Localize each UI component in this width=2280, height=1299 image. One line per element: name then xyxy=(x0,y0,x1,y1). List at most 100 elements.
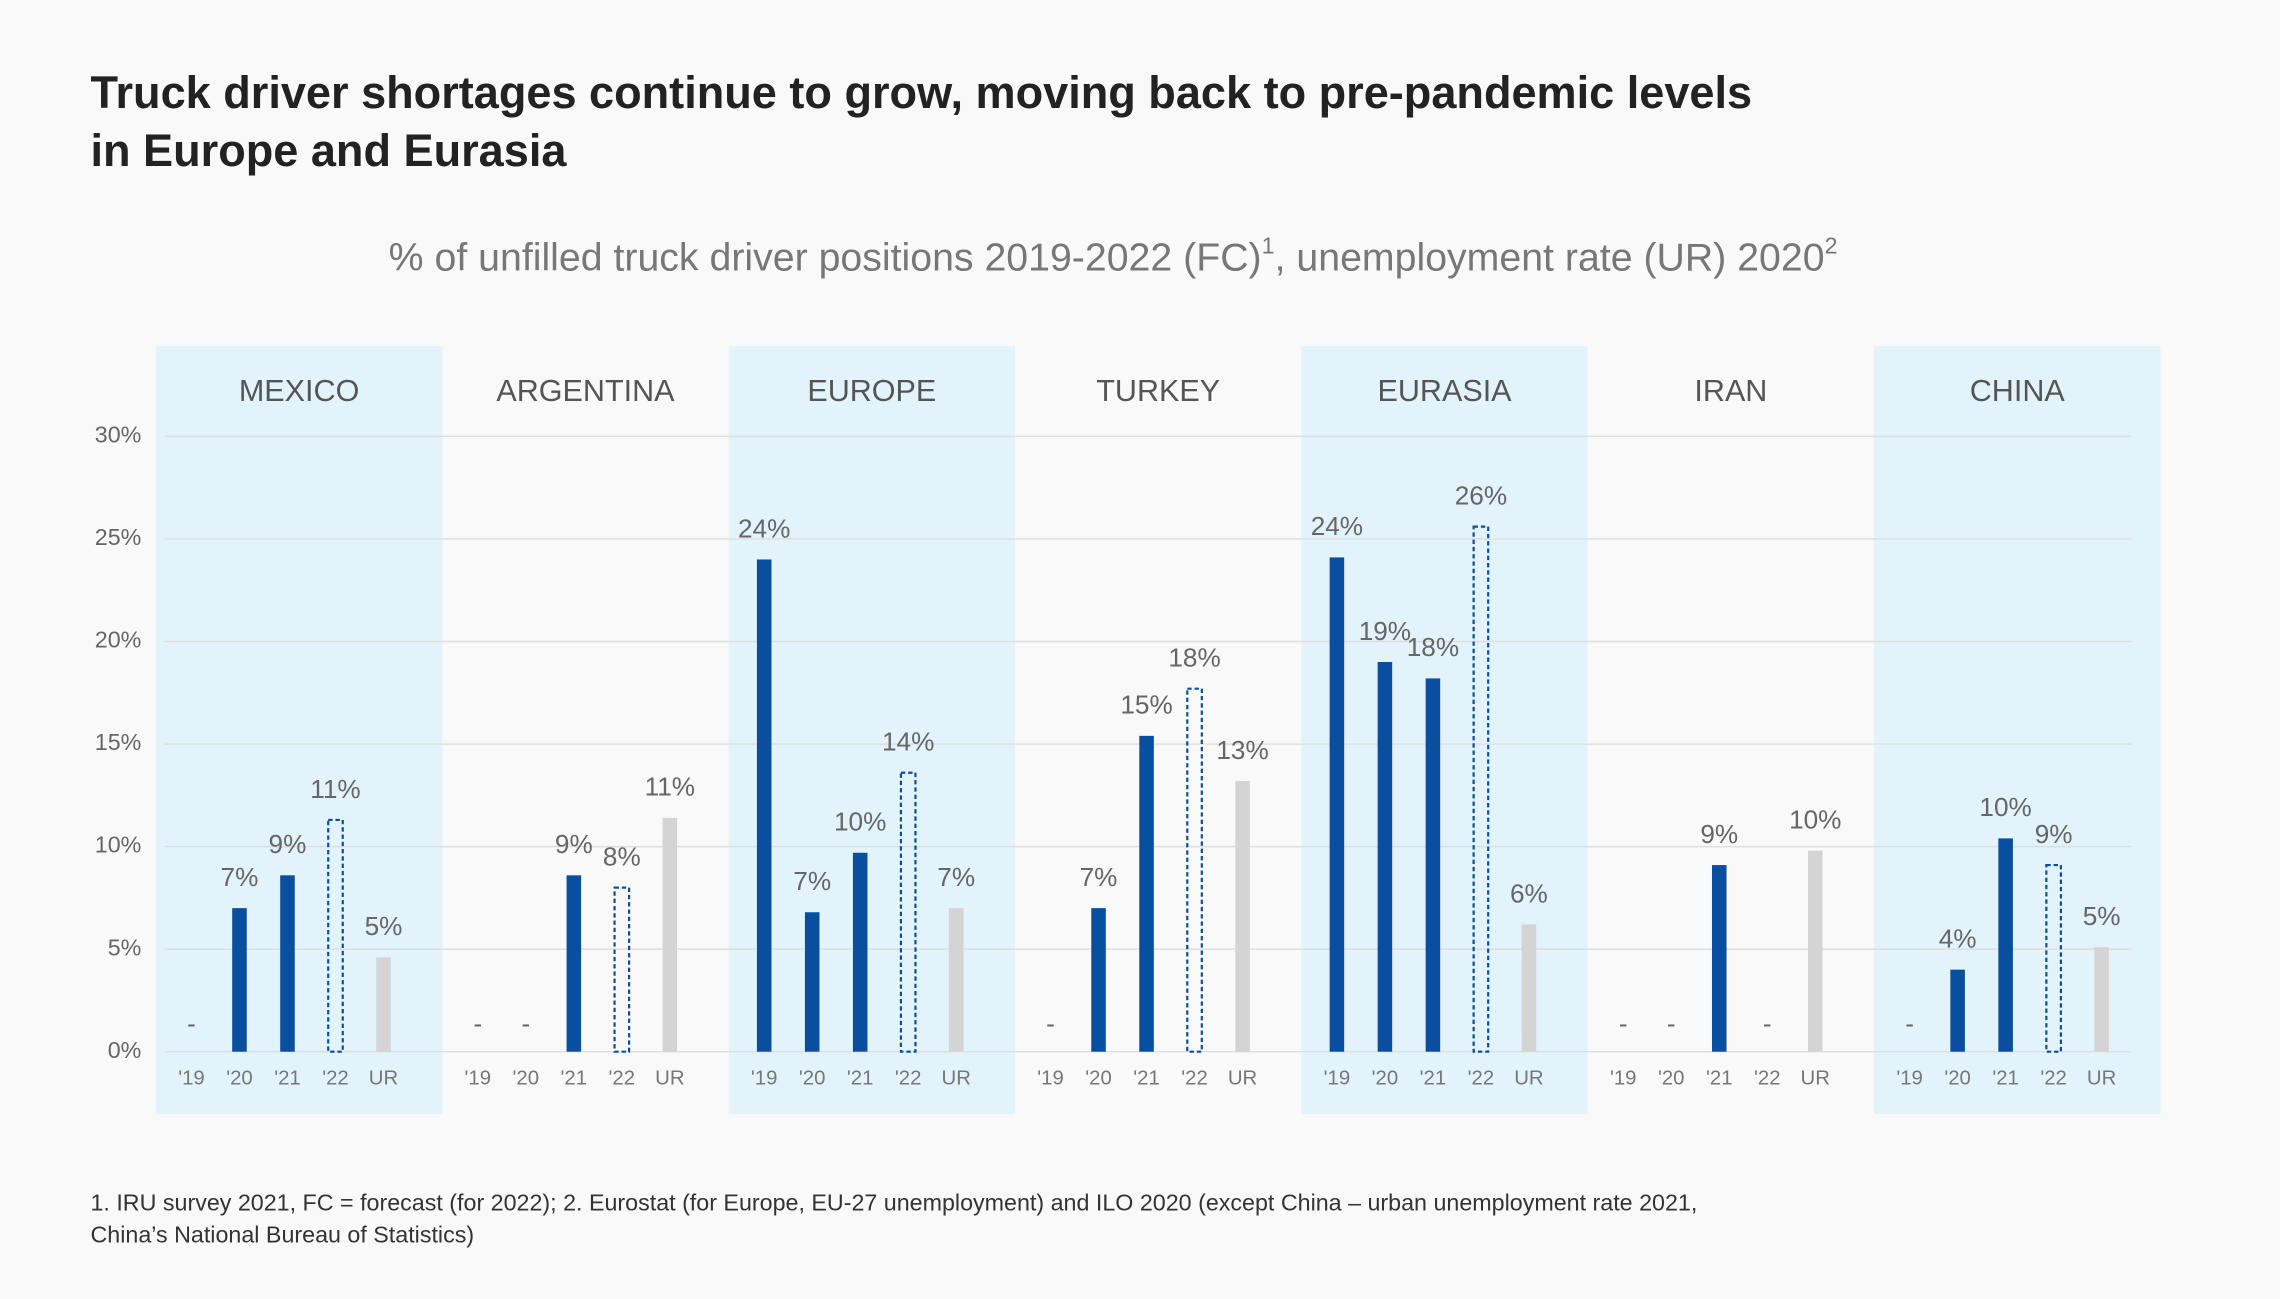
value-label: 18% xyxy=(1407,632,1459,662)
x-tick-label: '19 xyxy=(178,1068,205,1090)
value-label: - xyxy=(1667,1008,1676,1038)
y-tick-label: 10% xyxy=(95,832,142,858)
x-tick-label: '20 xyxy=(1944,1068,1971,1090)
bar xyxy=(1329,557,1345,1052)
value-label: 7% xyxy=(221,862,259,892)
bar xyxy=(2045,863,2062,1053)
panel-label: CHINA xyxy=(1970,374,2066,408)
bar xyxy=(1139,735,1154,1052)
bar xyxy=(613,886,631,1053)
x-tick-label: UR xyxy=(655,1068,684,1090)
bar xyxy=(948,908,964,1052)
x-tick-label: UR xyxy=(1801,1068,1830,1090)
subtitle-part: % of unfilled truck driver positions 201… xyxy=(389,236,1262,280)
x-tick-label: '22 xyxy=(322,1068,349,1090)
bar xyxy=(1807,850,1823,1052)
bar xyxy=(376,957,391,1052)
bar xyxy=(1472,525,1490,1053)
x-tick-label: '20 xyxy=(226,1068,253,1090)
x-tick-label: '22 xyxy=(895,1068,922,1090)
value-label: - xyxy=(521,1008,530,1038)
bar xyxy=(756,559,772,1052)
x-tick-label: UR xyxy=(1514,1068,1543,1090)
panel-shade xyxy=(1874,346,2161,1115)
y-tick-label: 5% xyxy=(108,934,142,960)
x-tick-label: '20 xyxy=(1372,1068,1399,1090)
superscript: 1 xyxy=(1262,232,1275,258)
bar xyxy=(327,818,344,1053)
chart-subtitle: % of unfilled truck driver positions 201… xyxy=(389,232,1838,279)
bar xyxy=(2094,947,2109,1052)
chart-title: Truck driver shortages continue to grow,… xyxy=(90,67,1752,118)
y-tick-label: 25% xyxy=(95,524,142,550)
x-tick-label: UR xyxy=(369,1068,398,1090)
value-label: - xyxy=(1763,1008,1772,1038)
y-tick-label: 15% xyxy=(95,729,142,755)
x-tick-label: '19 xyxy=(1896,1068,1923,1090)
value-label: 10% xyxy=(1979,792,2031,822)
x-tick-label: '22 xyxy=(1468,1068,1495,1090)
value-label: 9% xyxy=(555,829,593,859)
value-label: - xyxy=(473,1008,482,1038)
x-tick-label: '19 xyxy=(465,1068,492,1090)
footnote: 1. IRU survey 2021, FC = forecast (for 2… xyxy=(90,1190,1697,1216)
bar xyxy=(852,852,868,1052)
bar xyxy=(1186,687,1203,1053)
x-tick-label: '21 xyxy=(847,1068,874,1090)
value-label: - xyxy=(187,1008,196,1038)
value-label: - xyxy=(1046,1008,1055,1038)
value-label: 7% xyxy=(793,866,831,896)
x-tick-label: '20 xyxy=(1658,1068,1685,1090)
panel-shade xyxy=(728,346,1016,1115)
value-label: 10% xyxy=(834,807,886,837)
x-tick-label: '22 xyxy=(1754,1068,1781,1090)
panel-label: TURKEY xyxy=(1096,374,1220,408)
value-label: - xyxy=(1619,1008,1628,1038)
bar xyxy=(804,912,820,1052)
footnote: China’s National Bureau of Statistics) xyxy=(90,1222,474,1248)
panel-label: ARGENTINA xyxy=(496,374,675,408)
y-tick-label: 0% xyxy=(108,1037,142,1063)
value-label: 7% xyxy=(1080,862,1118,892)
bar xyxy=(1377,662,1393,1052)
value-label: 24% xyxy=(738,513,790,543)
plot: 0% 5% 10% 15% 20% 25% 30% MEXICO '19 - '20 7% '21 9% '… xyxy=(95,346,2161,1115)
bar xyxy=(232,908,247,1052)
x-tick-label: '21 xyxy=(1992,1068,2019,1090)
value-label: 7% xyxy=(937,862,975,892)
x-tick-label: '19 xyxy=(751,1068,778,1090)
value-label: - xyxy=(1905,1008,1914,1038)
x-tick-label: '22 xyxy=(2040,1068,2067,1090)
x-tick-label: '22 xyxy=(1181,1068,1208,1090)
value-label: 14% xyxy=(882,727,934,757)
x-tick-label: '20 xyxy=(799,1068,826,1090)
bar xyxy=(899,771,917,1053)
bar xyxy=(1091,908,1106,1052)
x-tick-label: UR xyxy=(1228,1068,1257,1090)
x-tick-label: '21 xyxy=(1706,1068,1733,1090)
value-label: 11% xyxy=(310,774,360,804)
panel-label: IRAN xyxy=(1694,374,1767,408)
value-label: 9% xyxy=(269,829,307,859)
value-label: 26% xyxy=(1455,480,1507,510)
value-label: 6% xyxy=(1510,878,1548,908)
panel-label: MEXICO xyxy=(239,374,359,408)
x-tick-label: '19 xyxy=(1610,1068,1637,1090)
bar xyxy=(1235,780,1250,1052)
value-label: 11% xyxy=(645,772,695,802)
value-label: 15% xyxy=(1120,690,1172,720)
superscript: 2 xyxy=(1825,232,1838,258)
x-tick-label: UR xyxy=(941,1068,970,1090)
x-tick-label: UR xyxy=(2087,1068,2116,1090)
value-label: 18% xyxy=(1168,643,1220,673)
value-label: 5% xyxy=(365,911,403,941)
panel-label: EUROPE xyxy=(807,374,936,408)
x-tick-label: '19 xyxy=(1324,1068,1351,1090)
x-tick-label: '21 xyxy=(1420,1068,1447,1090)
x-tick-label: '21 xyxy=(1133,1068,1160,1090)
x-tick-label: '20 xyxy=(1085,1068,1112,1090)
value-label: 8% xyxy=(603,841,641,871)
bar xyxy=(280,875,295,1052)
bar xyxy=(1998,838,2013,1052)
